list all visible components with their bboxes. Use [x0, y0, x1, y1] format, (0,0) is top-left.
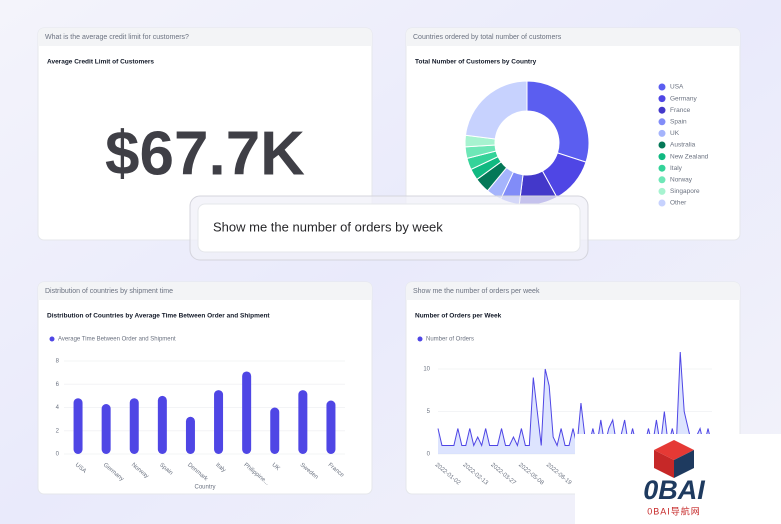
- legend-swatch: [658, 176, 666, 184]
- watermark: 0BAI 0BAI导航网: [575, 434, 781, 524]
- legend-swatch: [658, 153, 666, 161]
- legend-label: Singapore: [670, 188, 700, 195]
- kpi-title: Average Credit Limit of Customers: [47, 59, 154, 66]
- panel-header: [406, 282, 740, 300]
- watermark-caption: 0BAI导航网: [647, 505, 701, 516]
- legend-swatch: [49, 336, 55, 342]
- y-tick-label: 0: [427, 452, 431, 458]
- legend-swatch: [658, 199, 666, 207]
- legend-label: Other: [670, 200, 687, 207]
- panel-header: [406, 28, 740, 46]
- legend-label: Average Time Between Order and Shipment: [58, 337, 176, 343]
- legend-label: New Zealand: [670, 153, 709, 160]
- y-tick-label: 0: [56, 452, 60, 458]
- legend-label: UK: [670, 130, 680, 137]
- panel-header-text: Countries ordered by total number of cus…: [413, 34, 562, 41]
- bar: [242, 371, 252, 454]
- bar: [157, 395, 167, 454]
- donut-slice: [526, 80, 590, 163]
- legend-label: Number of Orders: [426, 337, 474, 343]
- panel-header-text: What is the average credit limit for cus…: [45, 34, 189, 41]
- logo-cube: [654, 450, 674, 478]
- legend-swatch: [658, 141, 666, 149]
- y-tick-label: 4: [56, 405, 60, 411]
- bar: [298, 390, 308, 454]
- bar: [214, 390, 224, 454]
- panel-header-text: Show me the number of orders per week: [413, 288, 540, 295]
- legend-swatch: [658, 118, 666, 126]
- watermark-logo: 0BAI: [643, 475, 705, 505]
- x-axis-label: Country: [194, 485, 215, 491]
- legend-label: Italy: [670, 165, 683, 172]
- legend-swatch: [658, 106, 666, 114]
- legend-swatch: [658, 129, 666, 137]
- chart-title: Total Number of Customers by Country: [415, 59, 537, 66]
- y-tick-label: 6: [56, 382, 60, 388]
- x-tick-label: Italy: [214, 462, 226, 474]
- panel-header-text: Distribution of countries by shipment ti…: [45, 288, 173, 295]
- legend-swatch: [658, 164, 666, 172]
- legend-swatch: [658, 95, 666, 103]
- y-tick-label: 8: [56, 359, 60, 365]
- bar: [326, 400, 336, 454]
- panel-header: [38, 28, 372, 46]
- chart-title: Distribution of Countries by Average Tim…: [47, 313, 270, 320]
- panel-header: [38, 282, 372, 300]
- legend-swatch: [417, 336, 423, 342]
- legend-label: USA: [670, 84, 684, 91]
- prompt-box[interactable]: Show me the number of orders by week: [189, 195, 589, 261]
- bar: [73, 398, 83, 454]
- legend-label: Norway: [670, 177, 693, 184]
- chart-title: Number of Orders per Week: [415, 313, 502, 320]
- bar: [129, 398, 139, 454]
- x-tick-label: UK: [270, 462, 280, 472]
- bar: [101, 404, 111, 454]
- kpi-value: $67.7K: [105, 119, 305, 188]
- donut-slice: [464, 80, 528, 140]
- prompt-text: Show me the number of orders by week: [213, 219, 443, 234]
- legend-label: Spain: [670, 119, 687, 126]
- y-tick-label: 2: [56, 428, 60, 434]
- bar: [185, 416, 195, 454]
- y-tick-label: 10: [423, 367, 430, 373]
- legend-label: France: [670, 107, 691, 114]
- bar: [270, 407, 280, 454]
- legend-swatch: [658, 187, 666, 195]
- legend-label: Germany: [670, 95, 697, 102]
- legend-label: Australia: [670, 142, 696, 149]
- prompt-input[interactable]: [197, 203, 581, 253]
- y-tick-label: 5: [427, 409, 431, 415]
- legend-swatch: [658, 83, 666, 91]
- logo-cube: [674, 450, 694, 478]
